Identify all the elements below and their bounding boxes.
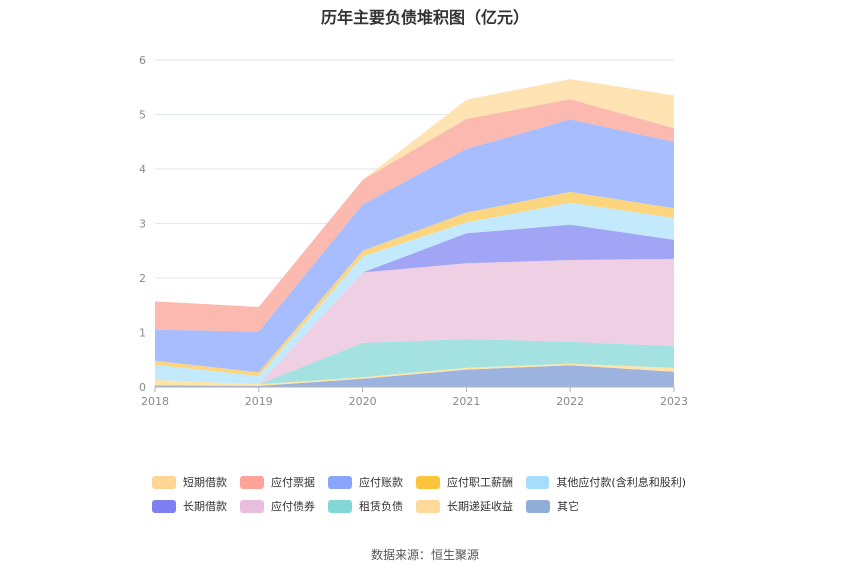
legend-swatch — [416, 475, 440, 489]
y-tick-label: 1 — [139, 327, 146, 340]
legend-label: 长期递延收益 — [447, 500, 513, 513]
legend-item[interactable]: 短期借款 — [152, 474, 240, 490]
legend-swatch — [152, 475, 176, 489]
legend-item[interactable]: 其他应付款(含利息和股利) — [526, 474, 686, 490]
legend-swatch — [152, 499, 176, 513]
chart-legend: 短期借款 应付票据 应付账款 应付职工薪酬 其他应付款(含利息和股利) 长期借款 应付债券… — [152, 470, 752, 518]
y-tick-label: 0 — [139, 381, 146, 394]
y-tick-label: 5 — [139, 109, 146, 122]
legend-item[interactable]: 应付职工薪酬 — [416, 474, 526, 490]
area-series-2 — [155, 339, 674, 385]
legend-item[interactable]: 租赁负债 — [328, 498, 416, 514]
legend-item[interactable]: 应付票据 — [240, 474, 328, 490]
area-series-7 — [155, 119, 674, 373]
x-tick-label: 2020 — [349, 395, 377, 408]
legend-item[interactable]: 其它 — [526, 498, 686, 514]
legend-label: 应付债券 — [271, 500, 315, 513]
legend-label: 其它 — [557, 500, 579, 513]
y-tick-label: 2 — [139, 272, 146, 285]
area-series-3 — [155, 258, 674, 385]
chart-title: 历年主要负债堆积图（亿元） — [320, 8, 529, 27]
legend-item[interactable]: 长期递延收益 — [416, 498, 526, 514]
legend-label: 应付账款 — [359, 476, 403, 489]
legend-label: 应付职工薪酬 — [447, 476, 513, 489]
legend-swatch — [526, 499, 550, 513]
area-series-4 — [155, 224, 674, 385]
data-source-note: 数据来源：恒生聚源 — [370, 548, 479, 562]
legend-label: 长期借款 — [183, 500, 227, 513]
legend-item[interactable]: 应付账款 — [328, 474, 416, 490]
area-series-8 — [155, 99, 674, 332]
x-tick-label: 2023 — [660, 395, 688, 408]
area-series-6 — [155, 191, 674, 377]
y-tick-label: 6 — [139, 54, 146, 67]
area-series-9 — [155, 79, 674, 307]
y-tick-label: 4 — [139, 163, 146, 176]
legend-item[interactable]: 应付债券 — [240, 498, 328, 514]
area-series-0 — [155, 365, 674, 387]
legend-swatch — [416, 499, 440, 513]
x-tick-label: 2018 — [141, 395, 169, 408]
legend-label: 其他应付款(含利息和股利) — [556, 476, 686, 489]
legend-row-2: 长期借款 应付债券 租赁负债 长期递延收益 其它 — [152, 494, 752, 518]
legend-row-1: 短期借款 应付票据 应付账款 应付职工薪酬 其他应付款(含利息和股利) — [152, 470, 752, 494]
legend-swatch — [240, 475, 264, 489]
x-tick-label: 2022 — [556, 395, 584, 408]
legend-label: 应付票据 — [271, 476, 315, 489]
legend-swatch — [328, 475, 352, 489]
y-tick-label: 3 — [139, 218, 146, 231]
x-tick-label: 2021 — [452, 395, 480, 408]
legend-item[interactable]: 长期借款 — [152, 498, 240, 514]
legend-label: 租赁负债 — [359, 500, 403, 513]
legend-label: 短期借款 — [183, 476, 227, 489]
legend-swatch — [526, 475, 550, 489]
x-tick-label: 2019 — [245, 395, 273, 408]
area-series-5 — [155, 202, 674, 385]
legend-swatch — [328, 499, 352, 513]
legend-swatch — [240, 499, 264, 513]
area-series-1 — [155, 363, 674, 386]
